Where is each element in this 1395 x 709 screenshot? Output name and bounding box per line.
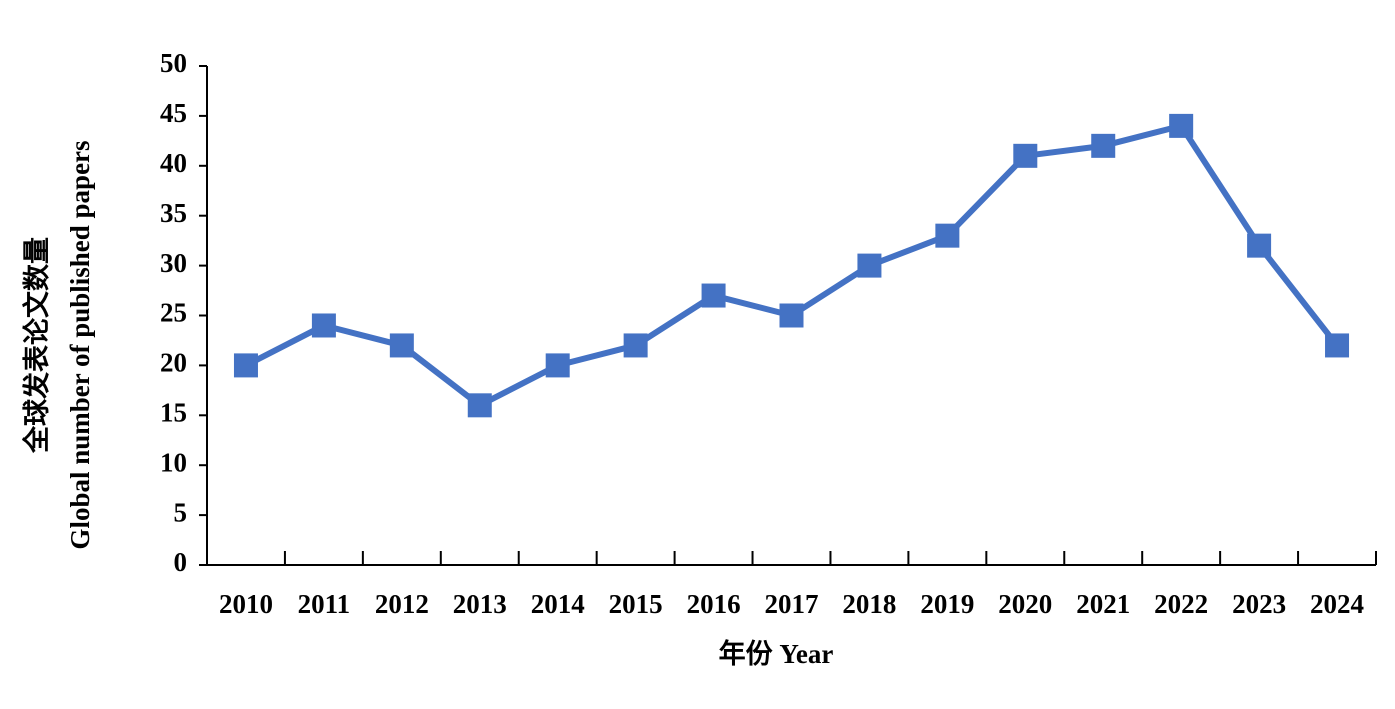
x-tick-label: 2011 <box>298 589 351 619</box>
data-marker <box>1325 333 1350 358</box>
x-tick-label: 2017 <box>765 589 819 619</box>
data-marker <box>311 313 336 338</box>
x-tick-label: 2019 <box>920 589 974 619</box>
data-marker <box>1169 113 1194 138</box>
y-tick-label: 40 <box>160 148 187 178</box>
y-tick-label: 5 <box>174 497 188 527</box>
data-marker <box>857 253 882 278</box>
y-tick-label: 50 <box>160 48 187 78</box>
data-marker <box>701 283 726 308</box>
data-marker <box>1013 143 1038 168</box>
x-tick-label: 2010 <box>219 589 273 619</box>
x-tick-label: 2024 <box>1310 589 1364 619</box>
data-marker <box>935 223 960 248</box>
x-tick-label: 2014 <box>531 589 585 619</box>
data-marker <box>623 333 648 358</box>
data-marker <box>467 393 492 418</box>
x-tick-label: 2018 <box>842 589 896 619</box>
y-axis-label: 全球发表论文数量 <box>21 237 52 454</box>
y-tick-label: 10 <box>160 447 187 477</box>
x-tick-label: 2022 <box>1154 589 1208 619</box>
data-marker <box>1091 133 1116 158</box>
data-line <box>244 122 1340 409</box>
data-marker <box>233 353 258 378</box>
x-tick-label: 2013 <box>453 589 507 619</box>
y-tick-label: 30 <box>160 248 187 278</box>
x-tick-label: 2015 <box>609 589 663 619</box>
x-tick-label: 2016 <box>687 589 741 619</box>
x-tick-label: 2020 <box>998 589 1052 619</box>
x-axis-label: 年份 Year <box>719 638 834 669</box>
y-tick-label: 35 <box>160 198 187 228</box>
data-marker <box>1247 233 1272 258</box>
y-tick-label: 45 <box>160 98 187 128</box>
x-tick-label: 2023 <box>1232 589 1286 619</box>
y-axis-label: Global number of published papers <box>65 140 95 549</box>
y-tick-label: 20 <box>160 348 187 378</box>
data-marker <box>545 353 570 378</box>
y-tick-label: 0 <box>174 547 188 577</box>
data-marker <box>779 303 804 328</box>
y-tick-label: 25 <box>160 298 187 328</box>
x-tick-label: 2021 <box>1076 589 1130 619</box>
data-marker <box>389 333 414 358</box>
y-tick-label: 15 <box>160 398 187 428</box>
x-tick-label: 2012 <box>375 589 429 619</box>
